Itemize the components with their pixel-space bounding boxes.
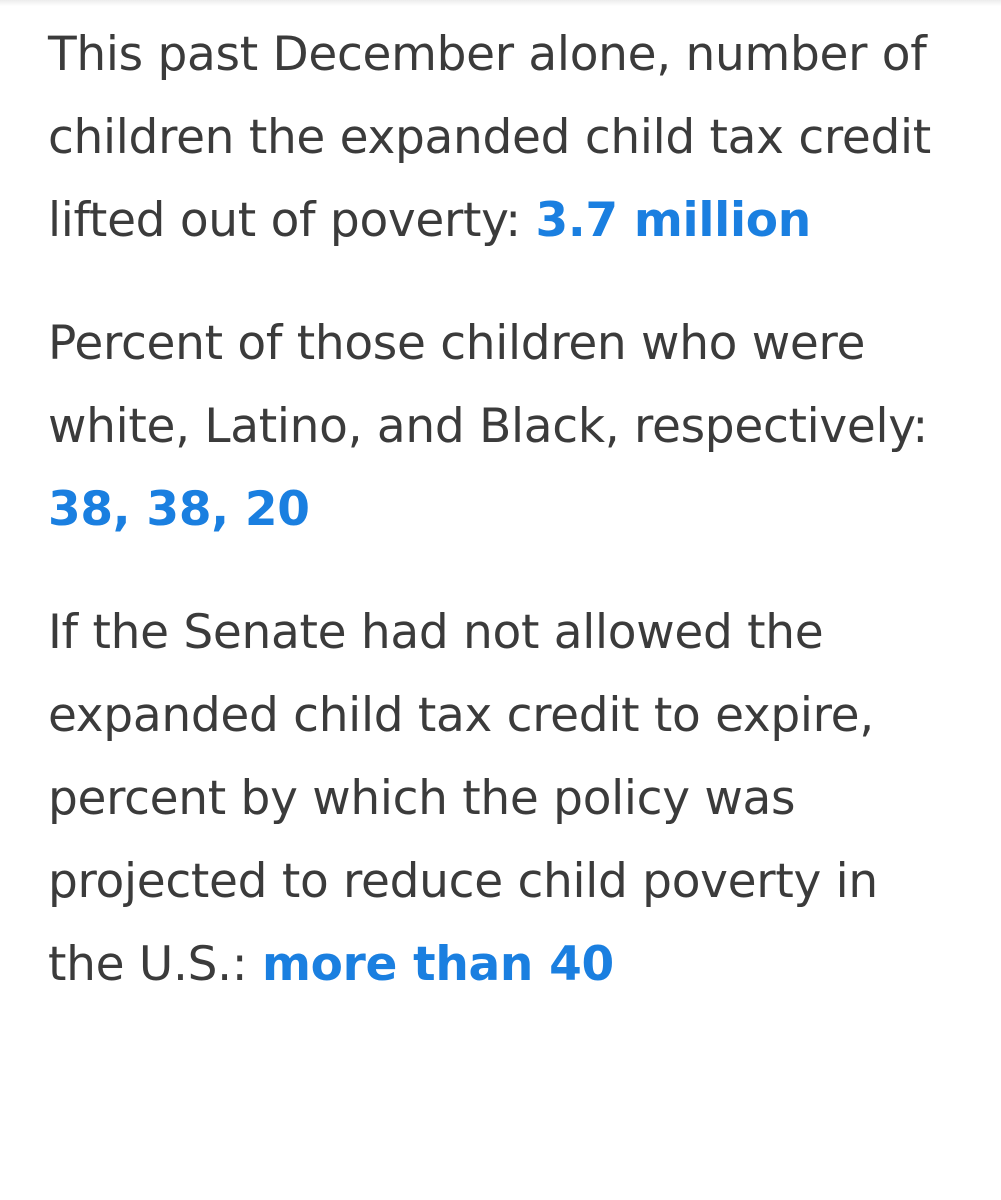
fact-question: Percent of those children who were white… xyxy=(48,316,928,454)
fact-paragraph: If the Senate had not allowed the expand… xyxy=(48,591,938,1006)
fact-answer: more than 40 xyxy=(261,937,614,992)
top-shadow xyxy=(0,0,1001,6)
fact-paragraph: This past December alone, number of chil… xyxy=(48,13,938,262)
fact-answer: 38, 38, 20 xyxy=(48,482,310,537)
fact-answer: 3.7 million xyxy=(535,193,811,248)
fact-paragraph: Percent of those children who were white… xyxy=(48,302,938,551)
fact-question: This past December alone, number of chil… xyxy=(48,27,931,248)
article-body: This past December alone, number of chil… xyxy=(48,13,938,1046)
fact-question: If the Senate had not allowed the expand… xyxy=(48,605,878,992)
